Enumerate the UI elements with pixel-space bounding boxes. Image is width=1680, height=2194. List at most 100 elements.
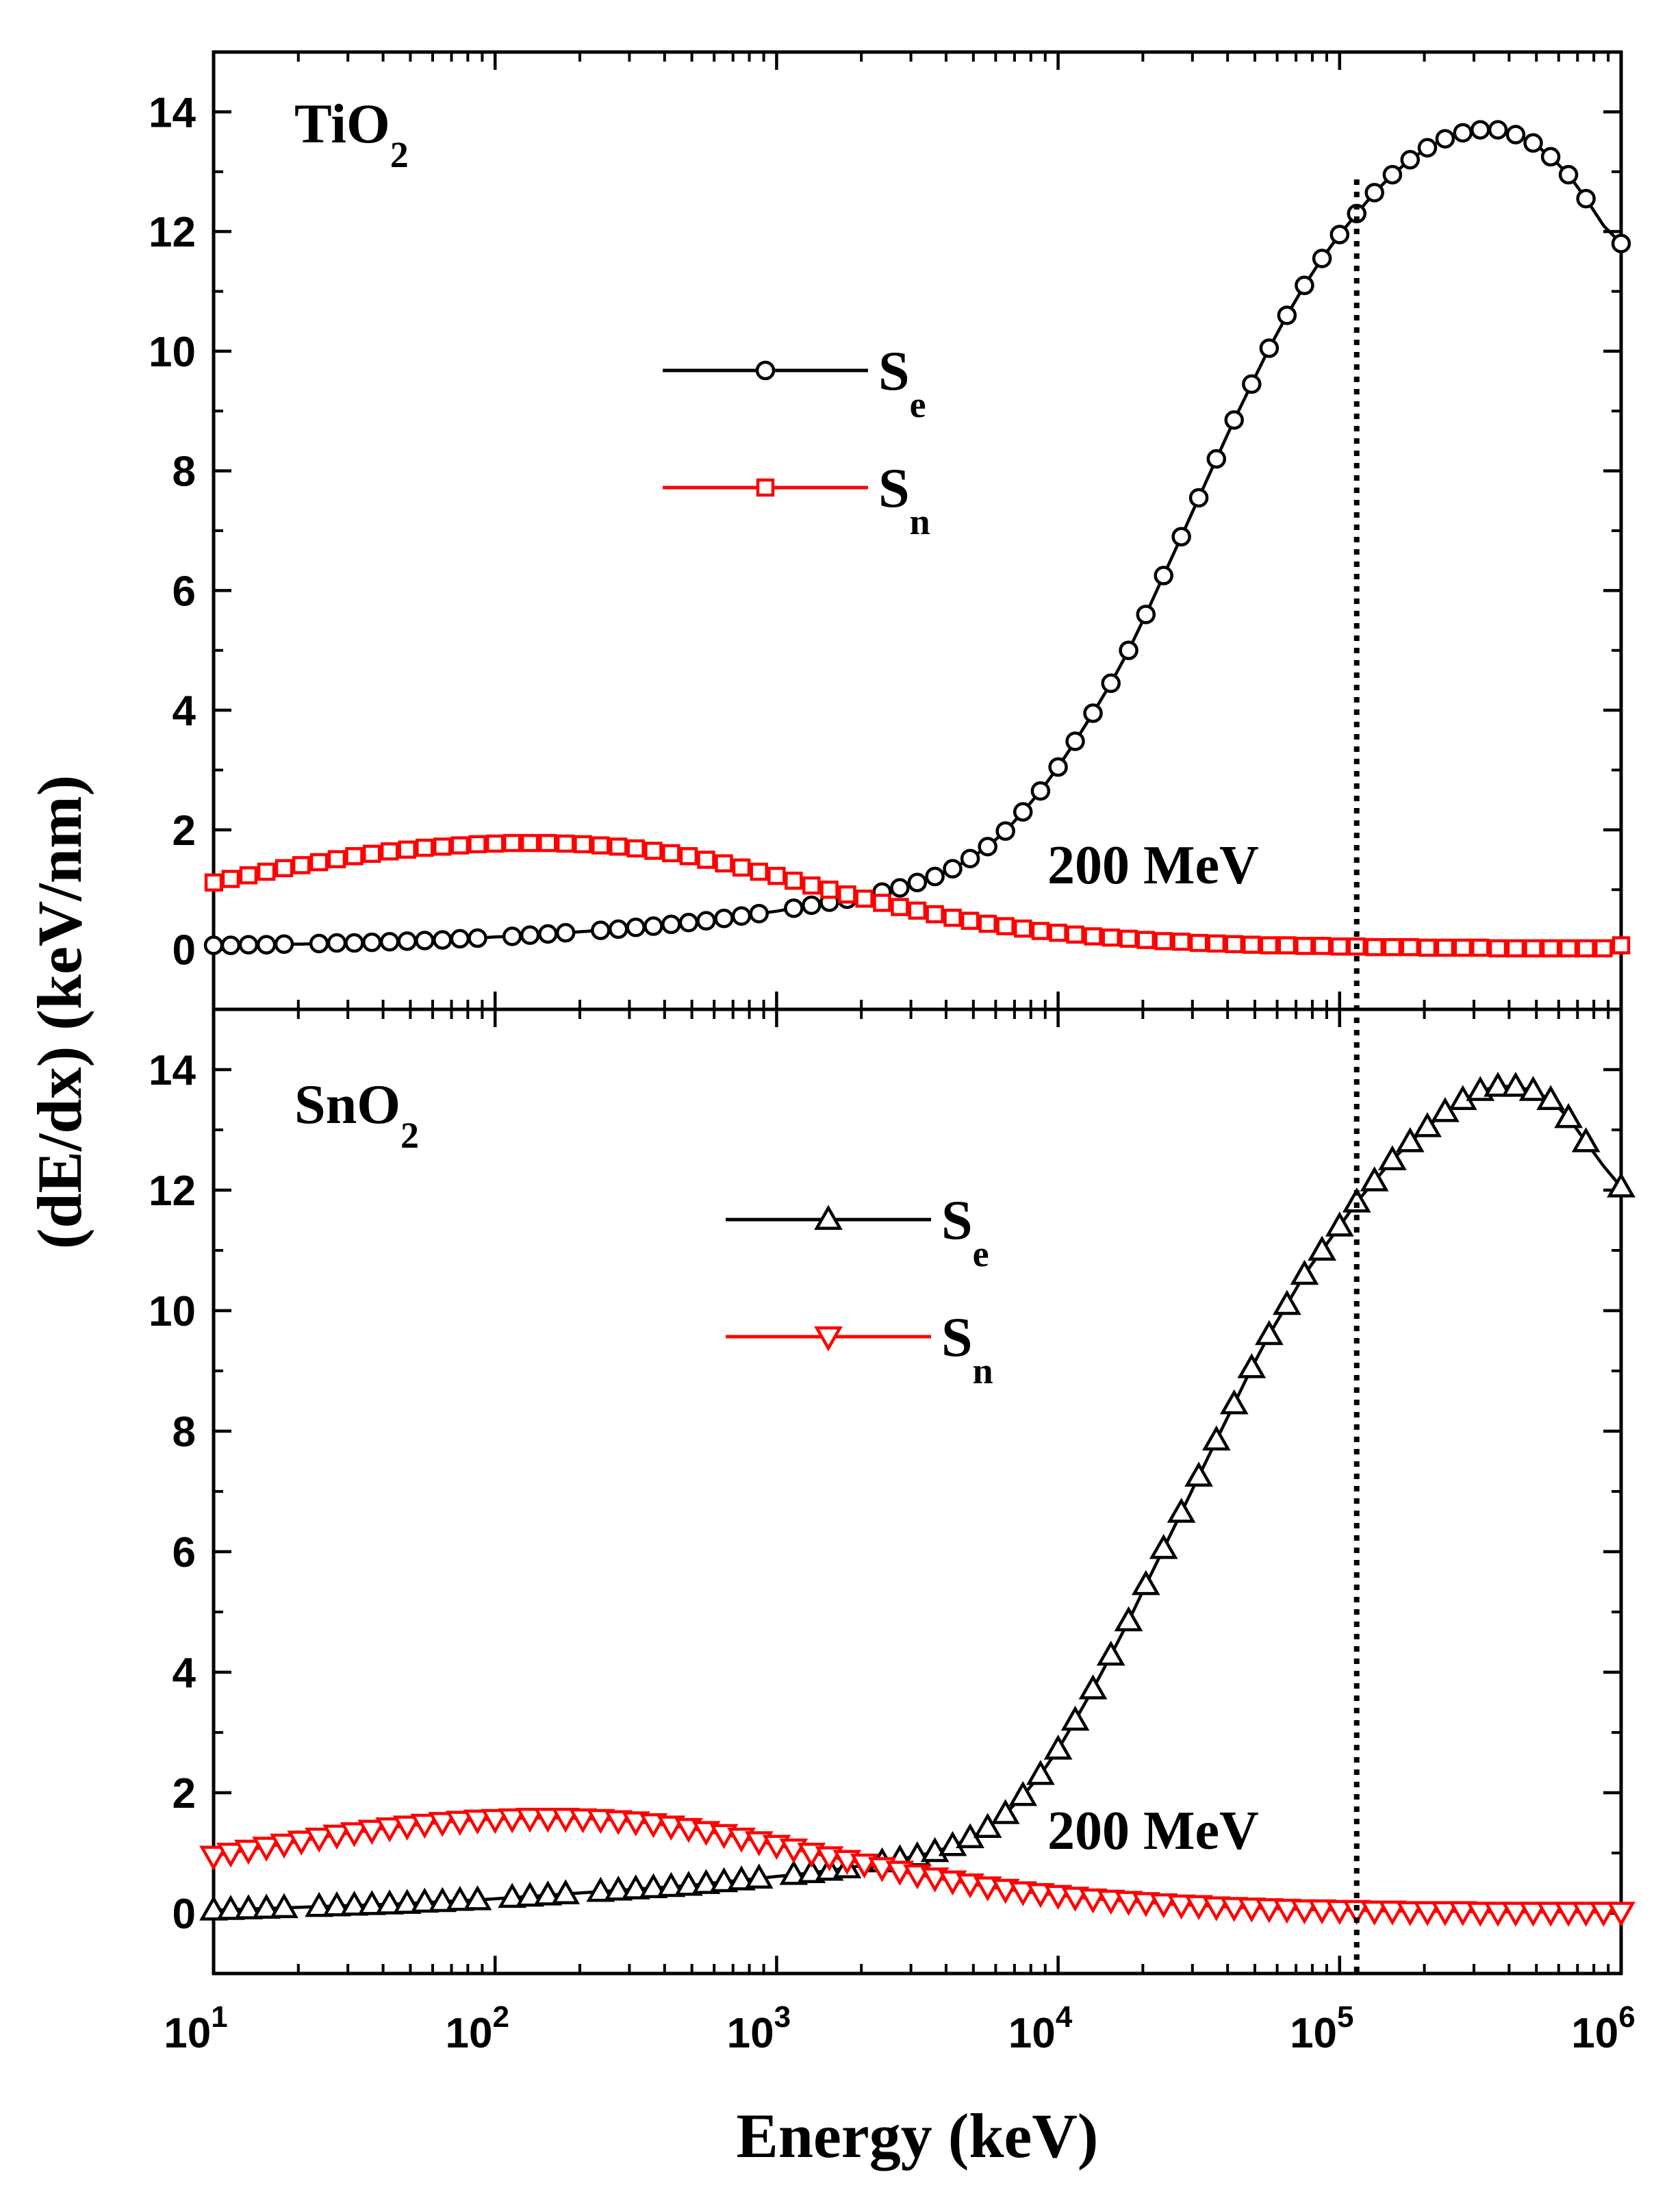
top-legend-marker-sn — [756, 478, 775, 497]
top-sn-marker — [1401, 937, 1420, 957]
bottom-se-marker — [252, 1893, 281, 1919]
bottom-se-marker — [1096, 1640, 1125, 1666]
top-sn-marker — [1189, 933, 1208, 953]
top-panel-label: TiO2 — [294, 92, 409, 175]
top-sn-marker — [679, 847, 698, 866]
bottom-sn-marker — [392, 1815, 422, 1841]
top-se-marker — [468, 928, 487, 948]
bottom-sn-marker — [1448, 1901, 1477, 1926]
top-sn-marker — [1066, 925, 1084, 944]
top-se-marker — [1382, 164, 1403, 185]
top-sn-marker — [609, 837, 628, 856]
bottom-se-marker — [1167, 1498, 1196, 1523]
top-se-marker — [397, 931, 417, 951]
top-sn-marker — [1488, 939, 1507, 958]
top-y-tick-label: 0 — [173, 927, 196, 974]
top-sn-marker — [1383, 937, 1402, 957]
bottom-sn-marker — [586, 1808, 615, 1834]
x-tick-label: 104 — [1008, 2000, 1073, 2057]
top-se-marker — [591, 920, 611, 940]
top-se-marker — [1083, 703, 1103, 723]
top-sn-marker — [626, 839, 645, 858]
top-sn-marker — [327, 850, 346, 868]
top-se-marker — [1417, 138, 1438, 158]
bottom-se-marker — [1184, 1461, 1213, 1487]
bottom-se-marker — [1395, 1127, 1425, 1152]
top-sn-marker — [750, 862, 768, 881]
bottom-sn-marker — [1607, 1902, 1636, 1927]
top-sn-marker — [732, 858, 751, 877]
bottom-se-marker — [639, 1873, 668, 1899]
top-sn-marker — [891, 898, 909, 916]
plot-frames — [212, 50, 1623, 1976]
top-sn-marker — [1084, 927, 1102, 946]
top-se-marker — [644, 916, 663, 936]
top-se-marker — [1188, 488, 1209, 508]
bottom-se-marker — [621, 1874, 650, 1900]
bottom-se-marker — [199, 1895, 228, 1921]
top-y-tick-label: 6 — [173, 568, 196, 615]
bottom-se-marker — [1201, 1425, 1231, 1451]
top-se-marker — [960, 848, 980, 869]
bottom-sn-marker — [1360, 1900, 1389, 1926]
bottom-sn-marker — [287, 1830, 316, 1856]
bottom-se-marker — [1008, 1780, 1038, 1806]
top-se-marker — [1523, 133, 1543, 153]
bottom-sn-marker — [1078, 1888, 1108, 1914]
top-sn-marker — [802, 876, 821, 895]
bottom-se-marker — [305, 1891, 333, 1917]
bottom-sn-marker — [234, 1839, 263, 1865]
top-sn-marker — [767, 866, 786, 885]
bottom-sn-marker — [305, 1828, 333, 1853]
bottom-se-marker — [392, 1889, 422, 1914]
top-sn-marker — [1207, 934, 1226, 953]
top-se-marker — [361, 932, 382, 953]
bottom-legend-marker-se — [814, 1205, 843, 1230]
top-legend-marker-se — [755, 360, 776, 381]
top-sn-marker — [1277, 936, 1297, 955]
bottom-sn-marker — [322, 1824, 351, 1850]
top-se-marker — [1611, 234, 1631, 253]
top-se-marker — [415, 931, 435, 950]
bottom-sn-marker — [1431, 1901, 1460, 1926]
top-se-marker — [203, 935, 224, 955]
bottom-sn-marker — [252, 1837, 281, 1862]
top-se-marker — [1505, 125, 1526, 144]
bottom-se-marker — [1308, 1235, 1336, 1261]
bottom-sn-marker — [1395, 1901, 1425, 1926]
top-se-marker — [802, 895, 822, 916]
bottom-se-marker — [1360, 1166, 1389, 1191]
bottom-sn-marker — [1255, 1897, 1284, 1924]
bottom-se-marker — [533, 1880, 563, 1906]
bottom-se-marker — [1078, 1674, 1108, 1700]
top-se-marker — [1013, 802, 1033, 822]
top-sn-marker — [1453, 938, 1473, 957]
bottom-legend-marker-sn — [814, 1326, 843, 1352]
top-sn-marker — [539, 833, 557, 853]
bottom-sn-marker — [551, 1807, 581, 1833]
bottom-sn-marker — [1466, 1902, 1495, 1927]
top-sn-marker — [960, 911, 980, 930]
top-sn-marker — [1418, 938, 1437, 957]
top-sn-marker — [838, 885, 856, 904]
bottom-sn-marker — [1484, 1902, 1512, 1927]
top-sn-marker — [785, 871, 803, 890]
top-sn-marker — [644, 842, 663, 860]
top-se-marker — [1154, 566, 1173, 585]
bottom-sn-marker — [1201, 1896, 1231, 1921]
bottom-panel-label: SnO2 — [294, 1073, 419, 1156]
top-se-marker — [1030, 781, 1051, 801]
chart-text: 0 2 4 6 8 10 12 14 Se Sn TiO2 200 MeV 0 2 4 6 8 10 12 14 Se S… — [25, 89, 1636, 2171]
bottom-se-marker — [1518, 1076, 1548, 1101]
top-sn-marker — [1136, 931, 1156, 949]
bottom-se-marker — [1501, 1072, 1530, 1097]
bottom-sn-marker — [340, 1822, 369, 1848]
bottom-sn-marker — [199, 1845, 228, 1871]
top-sn-marker — [502, 833, 522, 853]
bottom-se-marker — [691, 1869, 721, 1894]
bottom-sn-marker — [621, 1811, 650, 1837]
top-se-marker — [220, 935, 241, 955]
bottom-se-marker — [1219, 1389, 1249, 1415]
bottom-sn-marker — [481, 1808, 510, 1834]
x-tick-label: 106 — [1571, 2000, 1635, 2057]
